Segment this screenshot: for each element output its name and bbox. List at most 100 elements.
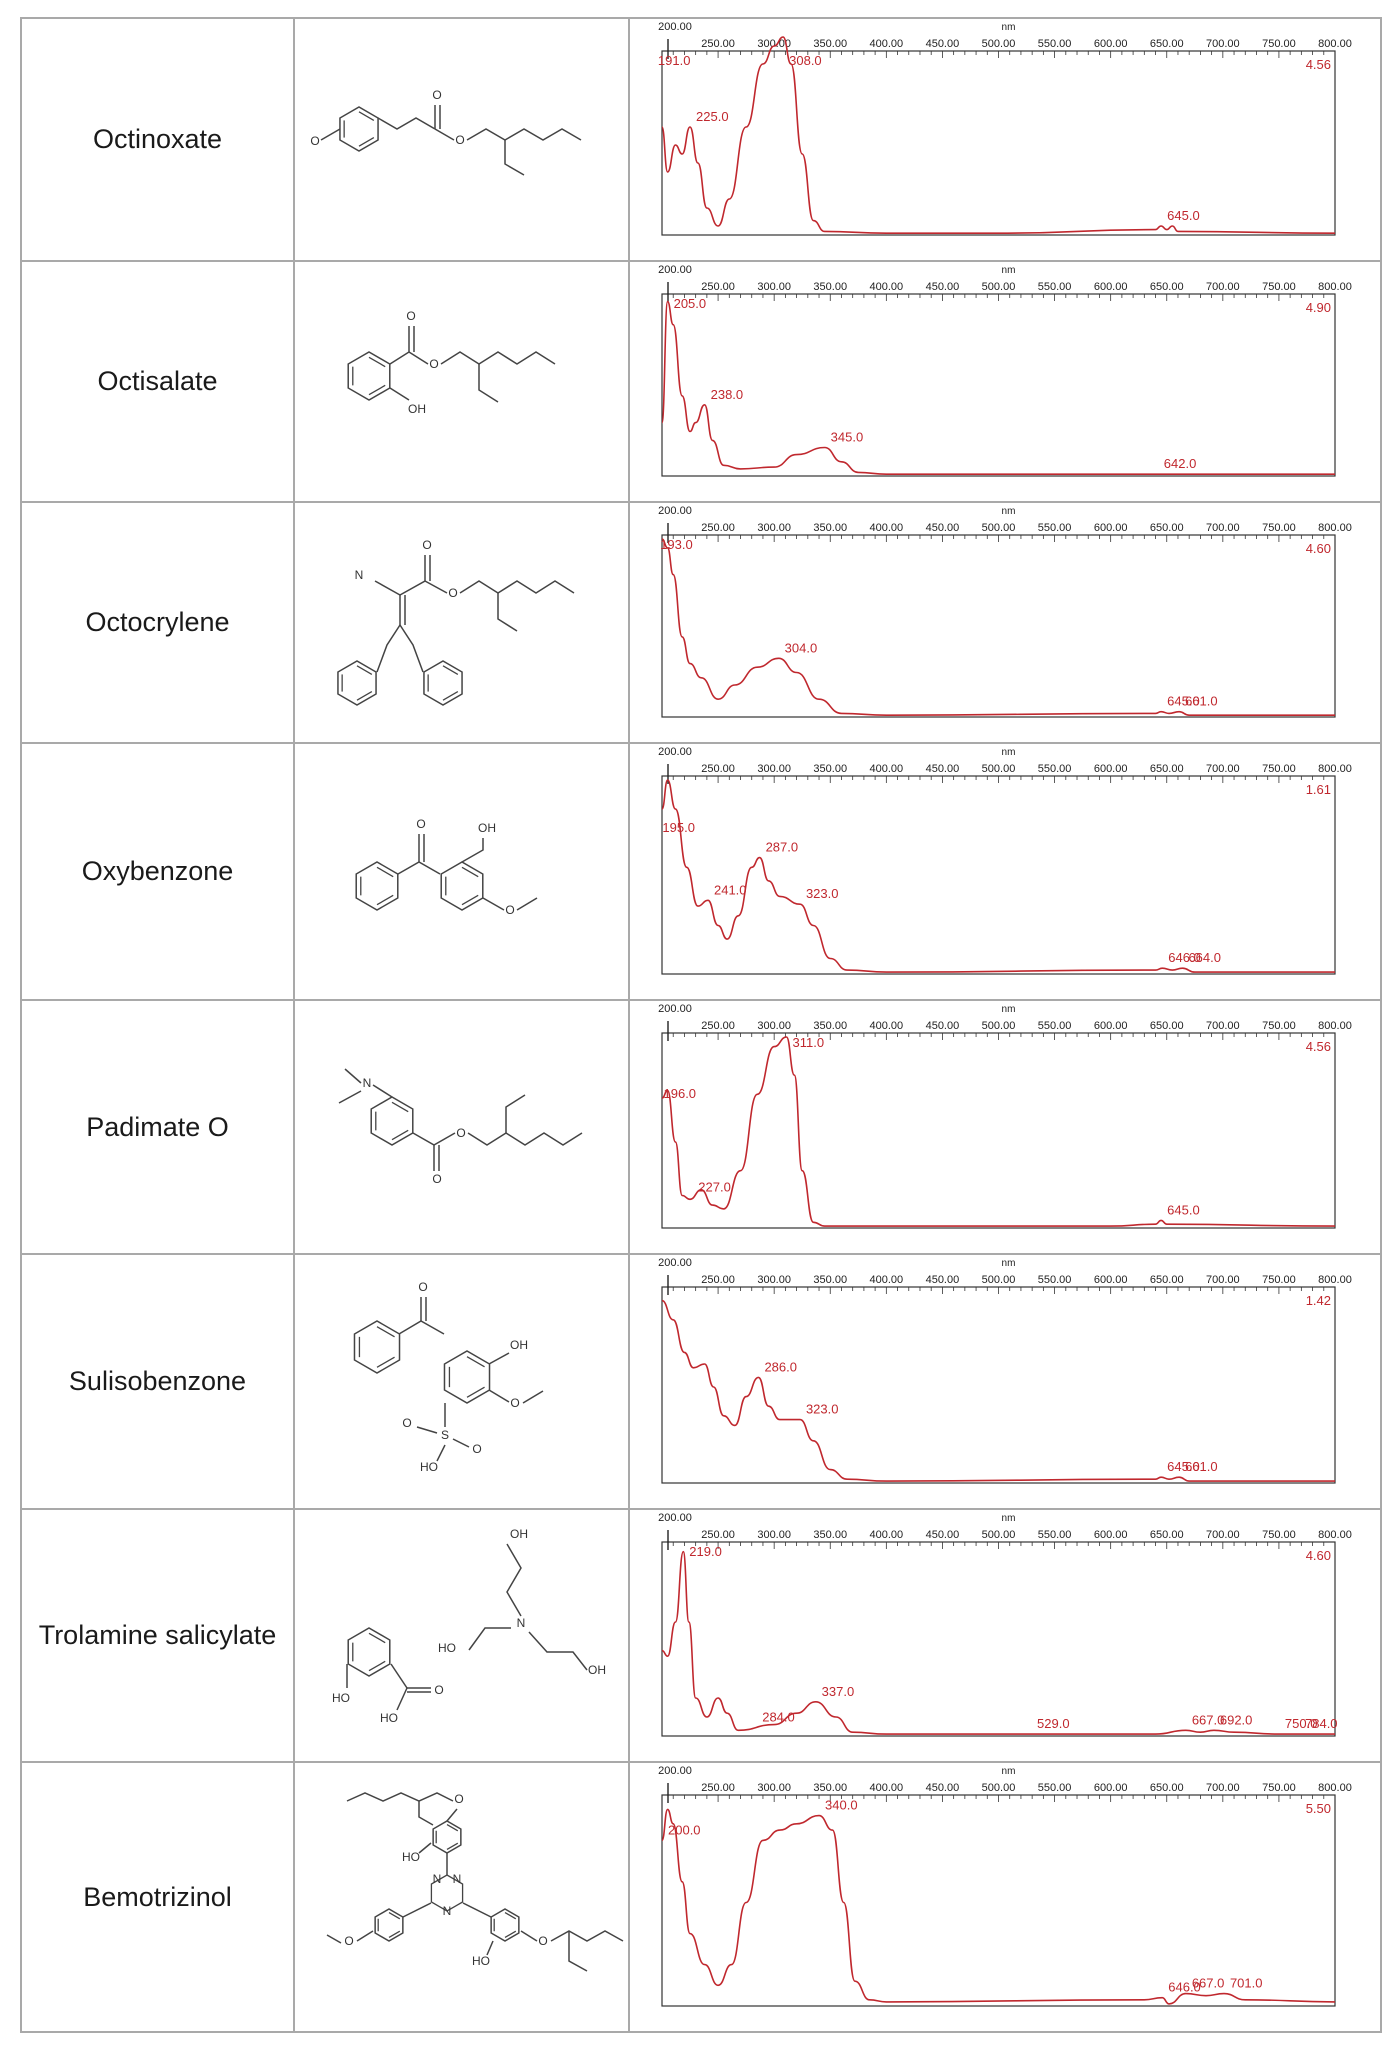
spectrum-cell: 200.00 nm 250.00 300.00 350.00 400.00 450.00 50… xyxy=(628,260,1382,503)
x-tick-label: 750.00 xyxy=(1262,38,1296,50)
spectrum-chart: 200.00 nm 250.00 300.00 350.00 400.00 450.00 50… xyxy=(658,505,1352,718)
x-tick-label: 700.00 xyxy=(1206,1020,1240,1032)
x-tick-label: 350.00 xyxy=(813,522,847,534)
x-tick-label: 500.00 xyxy=(982,1020,1016,1032)
bond xyxy=(520,1930,537,1942)
bond xyxy=(488,1352,509,1365)
bond xyxy=(397,861,440,875)
x-tick-label: 350.00 xyxy=(813,1274,847,1286)
oxygen-label: O xyxy=(429,357,438,371)
hydroxyl-label: HO xyxy=(332,1691,350,1705)
oxygen-label: O xyxy=(456,1126,465,1140)
x-tick-label: 800.00 xyxy=(1318,763,1352,775)
start-label: 200.00 xyxy=(658,21,692,33)
x-tick-label: 250.00 xyxy=(701,1274,735,1286)
x-tick-label: 450.00 xyxy=(926,522,960,534)
benzene-ring xyxy=(346,1627,391,1677)
x-tick-label: 250.00 xyxy=(701,1020,735,1032)
spectrum-line xyxy=(661,300,1335,476)
x-tick-label: 650.00 xyxy=(1150,522,1184,534)
nitrogen-label: N xyxy=(442,1904,451,1918)
x-tick-label: 300.00 xyxy=(757,522,791,534)
x-tick-label: 250.00 xyxy=(701,281,735,293)
peak-label: 227.0 xyxy=(698,1179,731,1194)
spectrum-line xyxy=(661,1036,1336,1227)
sulfur-label: S xyxy=(440,1428,448,1442)
x-tick-label: 350.00 xyxy=(813,1020,847,1032)
x-tick-label: 700.00 xyxy=(1206,1782,1240,1794)
bond xyxy=(416,1426,437,1434)
oxygen-label: O xyxy=(310,134,319,148)
table-row: Sulisobenzone O OH O S O O HO 200.00 nm 250.00 300.… xyxy=(20,1253,1382,1510)
start-label: 200.00 xyxy=(658,1003,692,1015)
peak-label: 340.0 xyxy=(825,1798,858,1813)
x-tick-label: 550.00 xyxy=(1038,281,1072,293)
chemical-structure: N O O xyxy=(336,538,574,706)
x-tick-label: 450.00 xyxy=(926,763,960,775)
bond xyxy=(389,1663,408,1689)
oxygen-label: O xyxy=(538,1934,547,1948)
benzene-ring xyxy=(439,861,484,911)
bond xyxy=(496,593,517,632)
x-tick-label: 800.00 xyxy=(1318,281,1352,293)
table-row: Octocrylene N O O 200.00 nm 250.00 300.00 350.00… xyxy=(20,501,1382,744)
nitrogen-label: N xyxy=(516,1616,525,1630)
spectrum-chart: 200.00 nm 250.00 300.00 350.00 400.00 450.00 50… xyxy=(658,746,1352,975)
bond xyxy=(435,1444,446,1462)
bond xyxy=(466,128,581,141)
hydroxyl-label: HO xyxy=(438,1641,456,1655)
x-tick-label: 450.00 xyxy=(926,1020,960,1032)
chemical-structure: O O O xyxy=(310,88,581,176)
bond xyxy=(320,128,340,141)
bond xyxy=(461,838,484,863)
x-unit-label: nm xyxy=(1002,1513,1016,1524)
x-tick-label: 650.00 xyxy=(1150,38,1184,50)
y-max-label: 4.60 xyxy=(1306,541,1331,556)
bond xyxy=(482,897,504,911)
bond xyxy=(504,1094,525,1133)
x-tick-label: 600.00 xyxy=(1094,763,1128,775)
structure-drawing: O O O xyxy=(310,88,581,176)
bond xyxy=(338,1090,361,1104)
x-unit-label: nm xyxy=(1002,1766,1016,1777)
y-max-label: 4.90 xyxy=(1306,300,1331,315)
peak-label: 323.0 xyxy=(806,886,839,901)
x-tick-label: 800.00 xyxy=(1318,1782,1352,1794)
bond xyxy=(326,1934,341,1944)
uv-spectrum: 200.00 nm 250.00 300.00 350.00 400.00 450.00 50… xyxy=(658,505,1352,718)
peak-label: 193.0 xyxy=(660,537,693,552)
nitrogen-label: N xyxy=(362,1076,371,1090)
peak-label: 642.0 xyxy=(1164,456,1197,471)
hydroxyl-label: OH xyxy=(478,821,496,835)
start-label: 200.00 xyxy=(658,1257,692,1269)
x-tick-label: 350.00 xyxy=(813,763,847,775)
x-tick-label: 450.00 xyxy=(926,1529,960,1541)
x-tick-label: 600.00 xyxy=(1094,38,1128,50)
x-tick-label: 350.00 xyxy=(813,281,847,293)
x-unit-label: nm xyxy=(1002,506,1016,517)
peak-label: 701.0 xyxy=(1230,1976,1263,1991)
x-tick-label: 500.00 xyxy=(982,522,1016,534)
benzene-ring xyxy=(373,1908,404,1942)
x-tick-label: 450.00 xyxy=(926,38,960,50)
plot-frame xyxy=(661,534,1336,718)
triazine-ring xyxy=(430,1874,463,1912)
spectrum-line xyxy=(661,36,1336,234)
x-tick-label: 450.00 xyxy=(926,281,960,293)
bond xyxy=(389,387,409,401)
oxygen-label: O xyxy=(472,1442,481,1456)
uv-spectrum: 200.00 nm 250.00 300.00 350.00 400.00 450.00 50… xyxy=(658,1512,1352,1737)
table-row: Padimate O N O O 200.00 nm 250.00 300.00 350.00 4… xyxy=(20,999,1382,1255)
x-tick-label: 600.00 xyxy=(1094,281,1128,293)
bond xyxy=(434,128,454,141)
compound-name: Trolamine salicylate xyxy=(20,1508,295,1763)
bond xyxy=(346,1792,453,1802)
start-label: 200.00 xyxy=(658,264,692,276)
spectrum-cell: 200.00 nm 250.00 300.00 350.00 400.00 450.00 50… xyxy=(628,999,1382,1255)
structure-drawing: O OH O xyxy=(354,817,537,917)
x-tick-label: 250.00 xyxy=(701,1529,735,1541)
y-max-label: 4.60 xyxy=(1306,1548,1331,1563)
x-tick-label: 600.00 xyxy=(1094,1782,1128,1794)
